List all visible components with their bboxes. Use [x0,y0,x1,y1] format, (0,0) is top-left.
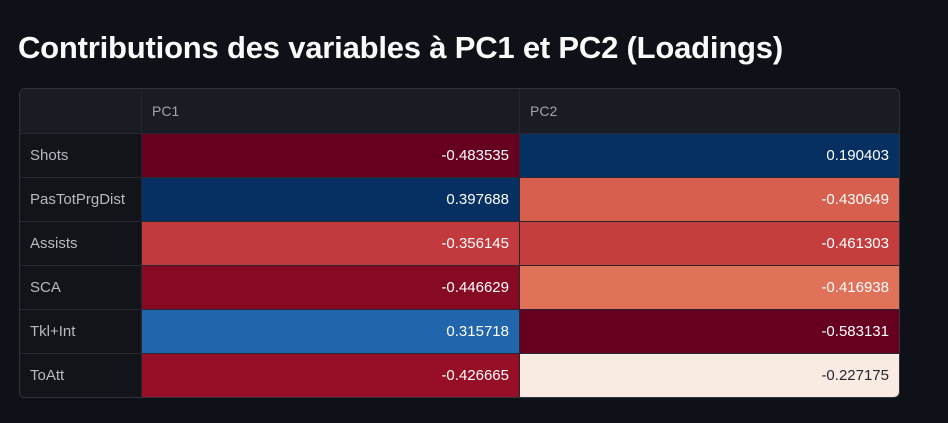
pc1-value: 0.315718 [446,323,509,340]
pc2-cell[interactable]: 0.190403 [520,134,899,177]
pc2-cell[interactable]: -0.227175 [520,354,899,397]
table-row[interactable]: Tkl+Int 0.315718 -0.583131 [20,309,899,353]
table-row[interactable]: PasTotPrgDist 0.397688 -0.430649 [20,177,899,221]
pc2-value: -0.583131 [821,323,889,340]
table-header-row: PC1 PC2 [20,89,899,133]
pc1-value: -0.483535 [441,147,509,164]
table-row[interactable]: Assists -0.356145 -0.461303 [20,221,899,265]
row-label[interactable]: Shots [20,134,142,177]
pc1-cell[interactable]: -0.446629 [142,266,520,309]
table-body: Shots -0.483535 0.190403 PasTotPrgDist 0.397… [20,133,899,397]
table-row[interactable]: ToAtt -0.426665 -0.227175 [20,353,899,397]
pc1-cell[interactable]: -0.356145 [142,222,520,265]
pc2-value: -0.461303 [821,235,889,252]
pc1-value: -0.426665 [441,367,509,384]
header-pc2[interactable]: PC2 [530,103,558,119]
pc2-cell[interactable]: -0.430649 [520,178,899,221]
header-index[interactable] [20,89,142,133]
pc1-value: -0.446629 [441,279,509,296]
pc1-cell[interactable]: -0.426665 [142,354,520,397]
pc2-cell[interactable]: -0.583131 [520,310,899,353]
pc1-value: -0.356145 [441,235,509,252]
pc2-value: 0.190403 [826,147,889,164]
row-label[interactable]: Assists [20,222,142,265]
pc1-cell[interactable]: -0.483535 [142,134,520,177]
table-row[interactable]: SCA -0.446629 -0.416938 [20,265,899,309]
pc2-value: -0.227175 [821,367,889,384]
pc2-cell[interactable]: -0.416938 [520,266,899,309]
pc1-cell[interactable]: 0.315718 [142,310,520,353]
pc1-cell[interactable]: 0.397688 [142,178,520,221]
row-label[interactable]: PasTotPrgDist [20,178,142,221]
row-label[interactable]: ToAtt [20,354,142,397]
loadings-table[interactable]: PC1 PC2 Shots -0.483535 0.190403 PasTotPrgD… [19,88,900,398]
table-row[interactable]: Shots -0.483535 0.190403 [20,133,899,177]
pc2-value: -0.430649 [821,191,889,208]
header-pc1[interactable]: PC1 [142,89,520,133]
page-title: Contributions des variables à PC1 et PC2… [18,30,783,65]
pc1-value: 0.397688 [446,191,509,208]
pc2-cell[interactable]: -0.461303 [520,222,899,265]
row-label[interactable]: SCA [20,266,142,309]
pc2-value: -0.416938 [821,279,889,296]
row-label[interactable]: Tkl+Int [20,310,142,353]
